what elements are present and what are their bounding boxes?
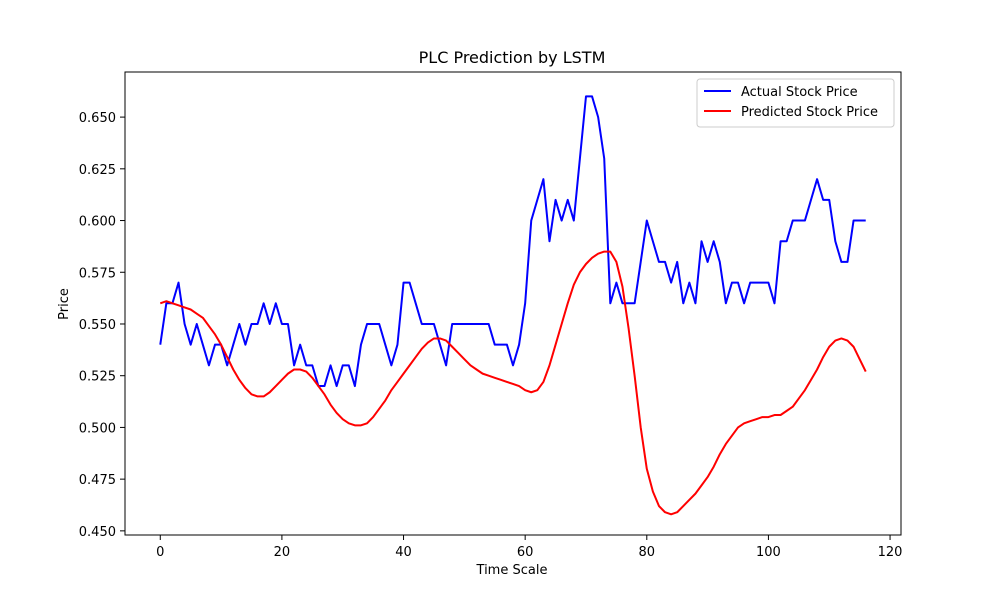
plot-area-frame (124, 71, 902, 536)
y-tick-label: 0.525 (79, 370, 116, 385)
y-tick-label: 0.575 (79, 266, 116, 281)
y-axis-label: Price (57, 288, 72, 320)
series-layer (159, 95, 867, 516)
legend: Actual Stock Price Predicted Stock Price (696, 78, 895, 128)
legend-frame (696, 78, 895, 128)
y-tick-label: 0.625 (79, 163, 116, 178)
y-tick-label: 0.550 (79, 318, 116, 333)
legend-label-predicted: Predicted Stock Price (741, 105, 878, 120)
legend-label-actual: Actual Stock Price (741, 85, 858, 100)
y-tick-label: 0.600 (79, 215, 116, 230)
x-tick-label: 20 (274, 545, 291, 560)
y-axis-ticks: 0.450 0.475 0.500 0.525 0.550 0.575 0.600 0.625… (79, 111, 125, 540)
x-tick-label: 40 (395, 545, 412, 560)
y-tick-label: 0.500 (79, 421, 116, 436)
x-tick-label: 80 (639, 545, 656, 560)
chart-title: PLC Prediction by LSTM (419, 48, 606, 67)
x-tick-label: 60 (517, 545, 534, 560)
x-axis-label: Time Scale (476, 563, 548, 578)
y-tick-label: 0.450 (79, 525, 116, 540)
x-tick-label: 120 (878, 545, 903, 560)
y-tick-label: 0.475 (79, 473, 116, 488)
x-axis-ticks: 0 20 40 60 80 100 120 (156, 535, 902, 560)
actual-price-line (159, 95, 866, 388)
x-tick-label: 100 (756, 545, 781, 560)
y-tick-label: 0.650 (79, 111, 116, 126)
predicted-price-line (159, 250, 867, 516)
x-tick-label: 0 (156, 545, 164, 560)
